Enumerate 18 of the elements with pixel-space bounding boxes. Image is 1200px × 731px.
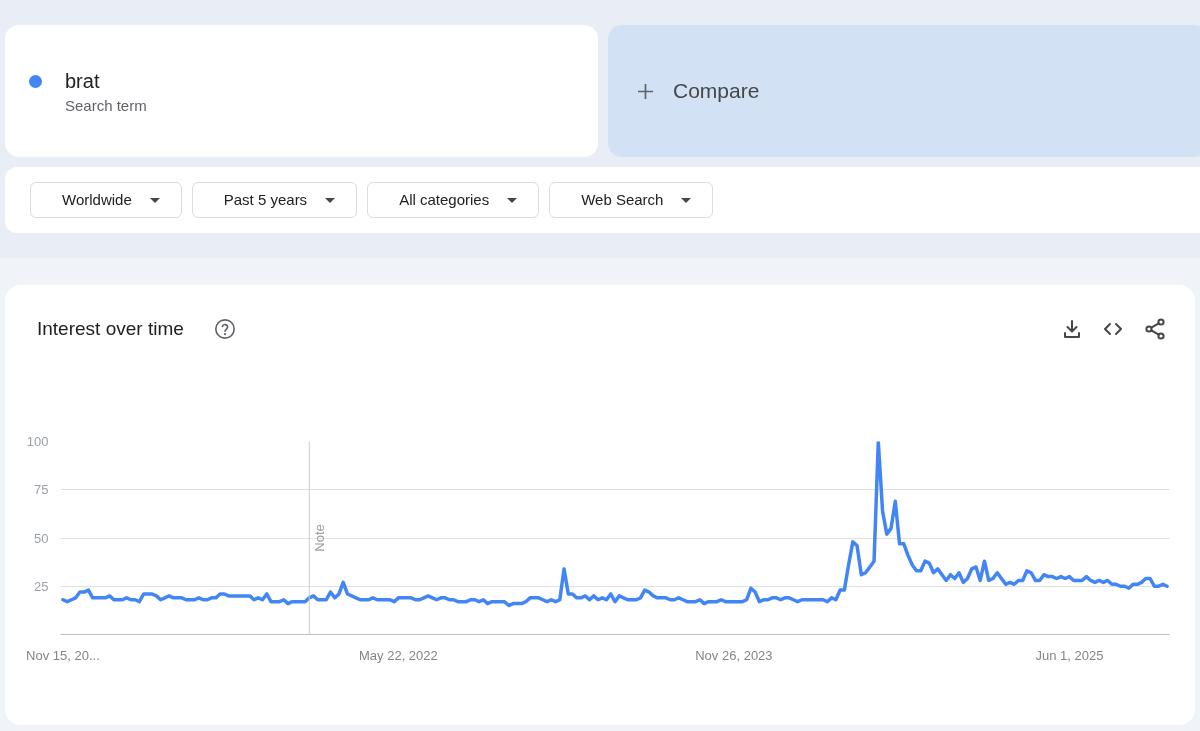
y-tick-label: 50 xyxy=(34,530,49,546)
text: Worldwide xyxy=(62,190,132,211)
x-tick-label: Nov 15, 20... xyxy=(26,647,100,663)
y-tick-label: 25 xyxy=(34,578,49,594)
y-tick-label: 75 xyxy=(34,482,49,498)
text: Compare xyxy=(673,78,760,104)
x-tick-label: May 22, 2022 xyxy=(359,647,438,663)
text: Web Search xyxy=(581,190,664,211)
text: All categories xyxy=(399,190,490,211)
ref-line-label: Note xyxy=(312,524,328,552)
x-tick-label: Nov 26, 2023 xyxy=(695,647,773,663)
text: Past 5 years xyxy=(223,190,308,211)
y-tick-label: 100 xyxy=(26,434,49,449)
x-tick-label: Jun 1, 2025 xyxy=(1035,647,1104,663)
legend-label: brat xyxy=(65,69,100,93)
line-series xyxy=(61,441,1169,608)
chart-title: Interest over time xyxy=(37,318,184,340)
legend-title: Search term xyxy=(65,97,147,114)
